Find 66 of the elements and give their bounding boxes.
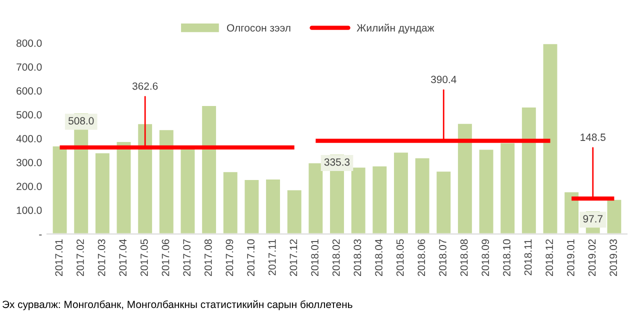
y-tick-label: - [39, 234, 42, 236]
x-tick-label: 2017.06 [162, 239, 170, 276]
y-tick-label: 700.0 [16, 63, 42, 71]
bar [414, 156, 431, 234]
x-tick-label: 2018.10 [503, 239, 510, 276]
bar [542, 43, 559, 234]
bar [243, 178, 260, 234]
x-tick-label: 2017.10 [247, 239, 254, 276]
bar [371, 165, 388, 234]
x-tick-label: 2019.02 [588, 239, 596, 276]
y-tick-label: 500.0 [16, 111, 42, 118]
data-label: 508.0 [68, 117, 94, 125]
data-label: 97.7 [583, 215, 602, 222]
bar [456, 122, 474, 234]
x-tick-label: 2018.01 [311, 239, 318, 276]
y-tick-label: 600.0 [16, 87, 42, 95]
y-tick-label: 400.0 [16, 135, 42, 142]
bar [499, 142, 516, 234]
x-tick-label: 2019.01 [566, 239, 574, 276]
annotation: 390.4 [430, 76, 456, 84]
bar [307, 162, 324, 234]
y-tick-label: 200.0 [16, 182, 42, 190]
legend-label: Жилийн дундаж [356, 24, 434, 34]
bar [222, 170, 239, 234]
x-tick-label: 2018.11 [524, 239, 532, 276]
y-tick-label: 300.0 [16, 158, 42, 166]
x-tick-label: 2018.08 [460, 239, 468, 276]
bar [350, 166, 367, 234]
bar [478, 148, 495, 234]
x-tick-label: 2018.05 [396, 239, 404, 276]
y-tick-label: 800.0 [16, 40, 42, 47]
x-tick-label: 2017.02 [76, 239, 84, 276]
bar [158, 128, 175, 234]
x-tick-label: 2018.06 [418, 239, 426, 276]
x-tick-label: 2019.03 [610, 239, 617, 276]
bar [520, 106, 538, 234]
x-tick-label: 2017.11 [268, 239, 276, 276]
x-tick-label: 2018.04 [375, 239, 382, 276]
x-tick-label: 2018.03 [354, 239, 362, 276]
annotation: 148.5 [580, 134, 606, 141]
x-tick-label: 2017.07 [183, 239, 191, 276]
x-tick-label: 2017.03 [98, 239, 106, 276]
x-tick-label: 2018.12 [546, 239, 554, 276]
x-tick-label: 2017.08 [204, 239, 212, 276]
text: Эх сурвалж: Монголбанк, Монголбанкны статистикийн сарын бюллетень [2, 300, 352, 310]
bar [264, 178, 282, 234]
x-tick-label: 2018.07 [439, 239, 446, 276]
x-tick-label: 2017.05 [140, 239, 148, 276]
y-tick-label: 100.0 [16, 206, 42, 214]
x-tick-label: 2017.04 [119, 239, 127, 276]
bar [51, 144, 68, 234]
x-tick-label: 2017.01 [55, 239, 63, 276]
x-tick-label: 2018.09 [482, 239, 490, 276]
x-tick-label: 2017.09 [226, 239, 234, 276]
x-tick-label: 2017.12 [290, 239, 298, 276]
bar [286, 188, 303, 234]
x-tick-label: 2018.02 [332, 239, 340, 276]
bar [115, 140, 132, 234]
data-label: 335.3 [324, 158, 350, 166]
annotation: 362.6 [132, 82, 158, 90]
bar [435, 170, 452, 234]
bar [200, 104, 218, 234]
bar [136, 122, 154, 234]
bar [94, 152, 111, 234]
bar [392, 151, 410, 234]
legend-label: Олгосон зээл [227, 24, 290, 32]
